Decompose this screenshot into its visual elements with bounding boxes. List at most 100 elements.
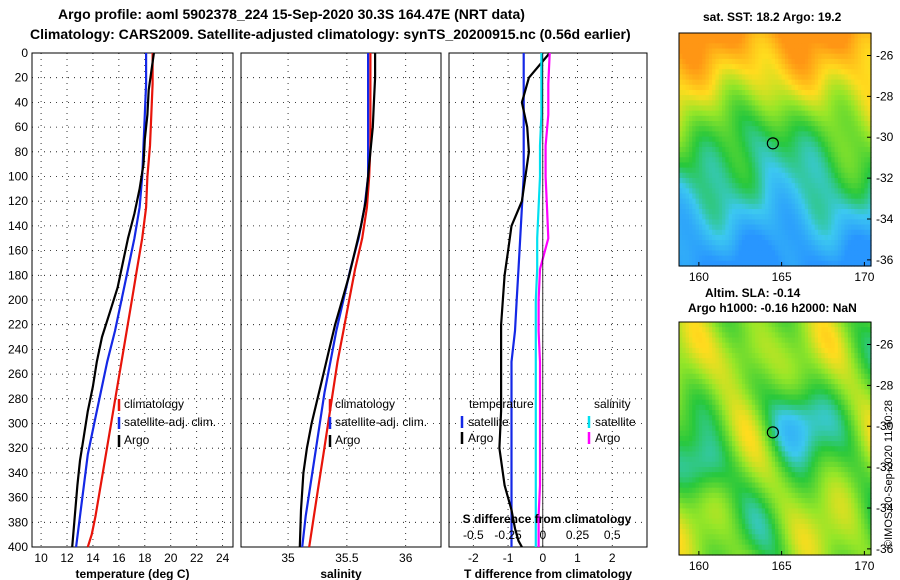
map-cell	[702, 250, 707, 257]
map-cell	[824, 456, 829, 463]
map-cell	[854, 89, 859, 96]
map-cell	[688, 152, 693, 158]
map-cell	[761, 384, 766, 390]
map-cell	[771, 404, 776, 411]
map-cell	[864, 353, 869, 359]
map-cell	[794, 456, 799, 463]
map-cell	[837, 332, 842, 339]
map-cell	[731, 110, 736, 117]
map-cell	[781, 198, 786, 205]
map-cell	[765, 105, 769, 112]
map-cell	[857, 219, 862, 226]
map-cell	[798, 224, 803, 231]
map-cell	[765, 415, 769, 421]
map-cell	[755, 53, 760, 60]
map-cell	[775, 203, 779, 210]
map-cell	[775, 508, 779, 515]
map-cell	[811, 188, 816, 195]
map-cell	[761, 105, 766, 112]
map-cell	[685, 58, 690, 65]
map-cell	[844, 146, 849, 153]
map-cell	[794, 332, 799, 339]
map-cell	[761, 466, 766, 473]
map-cell	[738, 157, 743, 164]
map-cell	[778, 110, 783, 117]
map-cell	[731, 466, 736, 473]
map-cell	[771, 136, 776, 143]
map-cell	[712, 472, 717, 478]
map-cell	[861, 420, 865, 427]
map-cell	[847, 224, 852, 231]
map-cell	[844, 378, 849, 385]
map-cell	[708, 115, 713, 122]
map-cell	[708, 126, 713, 132]
map-cell	[798, 193, 803, 200]
map-cell	[791, 404, 796, 411]
map-cell	[731, 513, 736, 520]
map-cell	[818, 58, 822, 65]
map-cell	[827, 183, 832, 189]
map-cell	[824, 79, 829, 86]
map-cell	[692, 456, 697, 463]
map-cell	[811, 95, 816, 101]
map-cell	[844, 425, 849, 432]
map-cell	[804, 513, 809, 520]
map-cell	[708, 255, 713, 262]
map-cell	[781, 389, 786, 396]
map-cell	[854, 337, 859, 344]
map-cell	[728, 74, 733, 81]
map-cell	[837, 389, 842, 396]
map-cell	[741, 435, 746, 442]
map-cell	[722, 384, 726, 390]
map-cell	[847, 53, 852, 60]
map-cell	[841, 105, 846, 112]
map-cell	[854, 64, 859, 70]
map-cell	[784, 472, 789, 478]
map-cell	[837, 342, 842, 349]
map-cell	[841, 172, 846, 179]
depth-tick-label: 60	[15, 120, 29, 134]
map-cell	[824, 53, 829, 60]
map-cell	[867, 58, 872, 65]
map-cell	[837, 74, 842, 81]
map-cell	[784, 410, 789, 416]
map-cell	[725, 487, 730, 494]
map-cell	[715, 172, 720, 179]
map-cell	[827, 193, 832, 200]
map-cell	[725, 89, 730, 96]
map-cell	[861, 188, 865, 195]
map-cell	[857, 425, 862, 432]
map-cell	[698, 69, 703, 76]
map-cell	[784, 373, 789, 380]
map-cell	[715, 358, 720, 365]
map-cell	[775, 503, 779, 509]
map-cell	[778, 358, 783, 365]
map-cell	[715, 183, 720, 189]
map-cell	[679, 363, 683, 370]
map-cell	[831, 492, 836, 499]
map-cell	[745, 477, 750, 484]
map-cell	[705, 131, 710, 138]
map-cell	[821, 260, 826, 267]
map-cell	[731, 498, 736, 504]
map-cell	[851, 240, 856, 246]
map-cell	[804, 353, 809, 359]
map-cell	[695, 64, 700, 70]
map-cell	[738, 378, 743, 385]
map-cell	[788, 229, 793, 236]
map-cell	[818, 121, 822, 127]
map-cell	[794, 508, 799, 515]
map-cell	[814, 146, 819, 153]
map-cell	[821, 69, 826, 76]
map-cell	[718, 461, 723, 468]
map-cell	[798, 152, 803, 158]
map-cell	[867, 503, 872, 509]
map-cell	[791, 105, 796, 112]
map-cell	[831, 183, 836, 189]
map-cell	[758, 342, 763, 349]
map-cell	[718, 172, 723, 179]
map-cell	[731, 38, 736, 44]
map-cell	[788, 219, 793, 226]
map-cell	[738, 43, 743, 50]
map-cell	[801, 136, 806, 143]
